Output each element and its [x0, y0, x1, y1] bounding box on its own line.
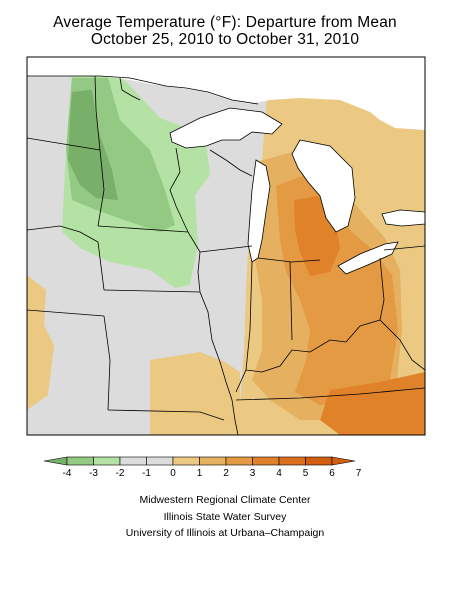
lake-ontario: [381, 209, 425, 227]
legend-swatch: [66, 456, 94, 466]
legend-swatch: [225, 456, 253, 466]
legend-swatch: [199, 456, 227, 466]
legend-tick-label: 6: [329, 468, 335, 479]
credit-uiuc: University of Illinois at Urbana–Champai…: [125, 527, 325, 539]
legend-tick-label: -2: [116, 468, 125, 479]
legend-swatch: [278, 456, 306, 466]
credit-mrcc: Midwestern Regional Climate Center: [139, 494, 311, 506]
map-frame: [26, 56, 426, 436]
legend-tick-label: -3: [89, 468, 98, 479]
region-cool-3: [68, 90, 118, 200]
lake-huron: [291, 139, 356, 233]
credit-isws: Illinois State Water Survey: [163, 511, 287, 523]
map-title: Average Temperature (°F): Departure from…: [53, 14, 397, 31]
legend-swatch: [119, 456, 147, 466]
legend-swatch: [172, 456, 200, 466]
legend-end-cool: [43, 456, 68, 466]
legend-swatch: [252, 456, 280, 466]
legend-tick-label: 7: [356, 468, 362, 479]
legend-tick-label: 1: [197, 468, 203, 479]
legend-tick-label: 0: [170, 468, 176, 479]
legend-tick-label: 2: [223, 468, 229, 479]
color-legend: -4 -3 -2 -1 0 1 2 3 4 5 6 7: [43, 456, 362, 479]
lake-superior: [169, 107, 283, 149]
legend-swatch: [146, 456, 174, 466]
legend-tick-label: -4: [63, 468, 72, 479]
legend-tick-label: 4: [276, 468, 282, 479]
legend-tick-label: -1: [142, 468, 151, 479]
state-borders: [27, 75, 425, 435]
canada-land: [27, 57, 425, 130]
region-warm-west: [27, 275, 54, 410]
region-warm-4-south: [320, 372, 425, 435]
legend-tick-label: 3: [250, 468, 256, 479]
lake-erie: [337, 241, 399, 275]
legend-tick-label: 5: [303, 468, 309, 479]
legend-swatch: [93, 456, 121, 466]
legend-swatch: [305, 456, 333, 466]
legend-end-warm: [331, 456, 356, 466]
map-date-range: October 25, 2010 to October 31, 2010: [90, 31, 360, 48]
region-warm-south: [150, 352, 240, 435]
